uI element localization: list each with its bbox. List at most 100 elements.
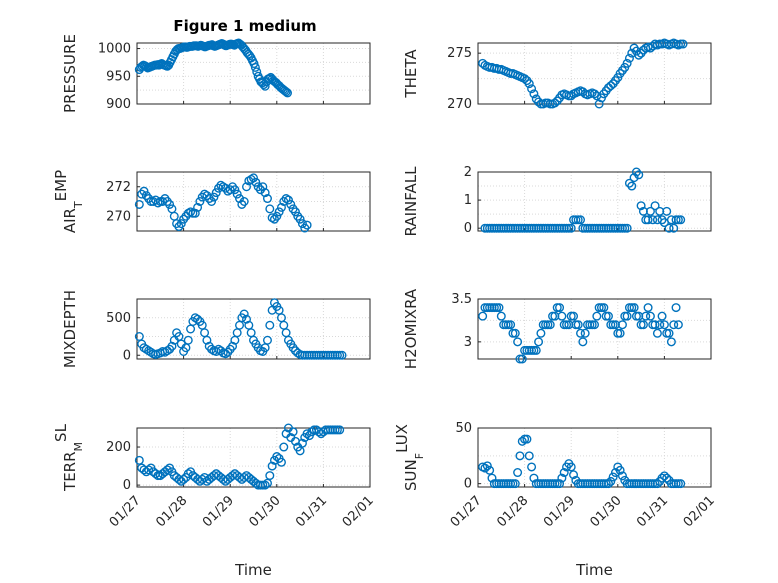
y-axis-label-main: TERR bbox=[61, 451, 79, 492]
data-point bbox=[209, 192, 219, 202]
y-tick-label: 1 bbox=[464, 193, 472, 208]
y-axis-label: H2OMIXRA bbox=[402, 288, 420, 369]
data-point bbox=[482, 461, 492, 471]
data-point bbox=[657, 215, 667, 225]
data-point bbox=[176, 219, 186, 229]
data-point bbox=[160, 347, 170, 357]
data-point bbox=[242, 182, 252, 192]
data-point bbox=[517, 436, 527, 446]
data-series bbox=[134, 173, 312, 233]
data-point bbox=[534, 337, 544, 347]
data-point bbox=[267, 461, 277, 471]
data-point bbox=[624, 178, 634, 188]
data-point bbox=[265, 204, 275, 214]
data-point bbox=[221, 349, 231, 359]
data-point bbox=[603, 311, 613, 321]
y-tick-label: 275 bbox=[447, 46, 472, 61]
data-point bbox=[167, 341, 177, 351]
data-point bbox=[592, 311, 602, 321]
y-tick-label: 500 bbox=[106, 311, 131, 326]
data-point bbox=[659, 320, 669, 330]
data-point bbox=[664, 223, 674, 233]
data-point bbox=[274, 207, 284, 217]
data-point bbox=[141, 344, 151, 354]
data-point bbox=[634, 170, 644, 180]
data-point bbox=[652, 328, 662, 338]
data-point bbox=[265, 320, 275, 330]
data-point bbox=[629, 173, 639, 183]
data-point bbox=[550, 98, 560, 108]
data-point bbox=[673, 320, 683, 330]
data-point bbox=[281, 87, 291, 97]
y-axis-label: AIRTEMP bbox=[52, 170, 85, 233]
figure-title: Figure 1 medium bbox=[173, 17, 316, 35]
data-point bbox=[506, 320, 516, 330]
data-point bbox=[622, 311, 632, 321]
data-point bbox=[664, 328, 674, 338]
data-point bbox=[678, 39, 688, 49]
data-point bbox=[228, 341, 238, 351]
data-point bbox=[480, 463, 490, 473]
data-point bbox=[510, 479, 520, 489]
data-point bbox=[524, 79, 534, 89]
axes-box bbox=[477, 298, 712, 360]
data-point bbox=[162, 346, 172, 356]
data-point bbox=[190, 208, 200, 218]
data-point bbox=[641, 311, 651, 321]
data-point bbox=[290, 207, 300, 217]
data-point bbox=[302, 220, 312, 230]
data-point bbox=[487, 473, 497, 483]
data-point bbox=[610, 468, 620, 478]
data-series bbox=[478, 38, 688, 109]
y-tick-label: 200 bbox=[106, 440, 131, 455]
data-point bbox=[139, 186, 149, 196]
data-point bbox=[578, 337, 588, 347]
data-point bbox=[515, 451, 525, 461]
y-tick-label: 1000 bbox=[98, 42, 131, 57]
y-axis-label-sub: T bbox=[72, 201, 85, 209]
data-point bbox=[527, 84, 537, 94]
data-point bbox=[510, 328, 520, 338]
data-point bbox=[276, 457, 286, 467]
y-axis-label-rest: EMP bbox=[52, 170, 70, 201]
data-point bbox=[650, 320, 660, 330]
chart-panel-2: 270 275 THETA bbox=[402, 38, 712, 112]
data-point bbox=[659, 471, 669, 481]
data-point bbox=[531, 345, 541, 355]
data-point bbox=[260, 188, 270, 198]
data-point bbox=[258, 182, 268, 192]
data-point bbox=[643, 215, 653, 225]
y-tick-label: 0 bbox=[464, 221, 472, 236]
y-tick-label: 3 bbox=[464, 335, 472, 350]
data-point bbox=[242, 314, 252, 324]
data-point bbox=[606, 476, 616, 486]
y-axis-label-rest: SL bbox=[52, 423, 70, 442]
axes-box bbox=[136, 42, 371, 105]
data-point bbox=[193, 202, 203, 212]
data-point bbox=[629, 303, 639, 313]
data-point bbox=[144, 465, 154, 475]
data-point bbox=[669, 320, 679, 330]
y-tick-label: 950 bbox=[106, 69, 131, 84]
data-point bbox=[513, 337, 523, 347]
y-axis-label-rest: LUX bbox=[393, 424, 411, 453]
data-point bbox=[638, 320, 648, 330]
y-tick-label: 0 bbox=[123, 478, 131, 493]
data-point bbox=[179, 474, 189, 484]
data-point bbox=[617, 471, 627, 481]
y-axis-label-main: AIR bbox=[61, 208, 79, 233]
data-point bbox=[599, 303, 609, 313]
data-series bbox=[478, 303, 683, 364]
data-point bbox=[335, 425, 345, 435]
data-point bbox=[259, 80, 269, 90]
data-point bbox=[576, 328, 586, 338]
data-point bbox=[248, 173, 258, 183]
y-tick-label: 50 bbox=[455, 421, 472, 436]
data-point bbox=[527, 462, 537, 472]
data-point bbox=[580, 328, 590, 338]
data-point bbox=[631, 167, 641, 177]
data-point bbox=[280, 86, 290, 96]
data-point bbox=[615, 465, 625, 475]
data-point bbox=[676, 215, 686, 225]
data-point bbox=[608, 472, 618, 482]
